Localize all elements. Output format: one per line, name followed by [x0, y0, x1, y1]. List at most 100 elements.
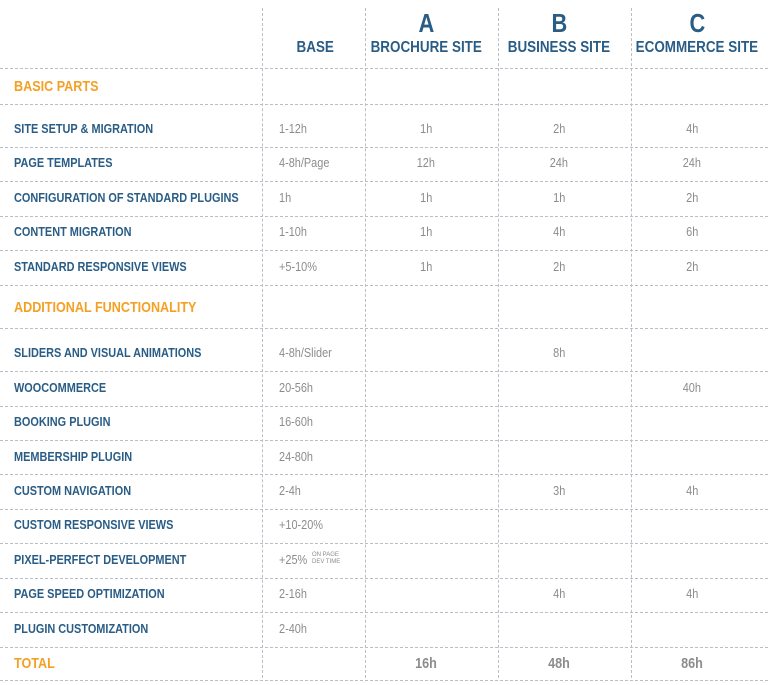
- row-base: 1-10h: [279, 224, 307, 239]
- row-value-b: 2h: [552, 121, 566, 136]
- row-value-b: 3h: [552, 483, 566, 498]
- row-value-b: 2h: [552, 259, 566, 274]
- row-divider: [0, 406, 768, 407]
- row-value-c: 4h: [685, 121, 699, 136]
- row-name: PAGE TEMPLATES: [14, 155, 113, 170]
- row-base: 2-4h: [279, 483, 301, 498]
- section-title-basic-parts: BASIC PARTS: [14, 78, 99, 95]
- header-column-c-letter: C: [689, 8, 705, 38]
- row-divider: [0, 680, 768, 681]
- row-value-c: 2h: [685, 259, 699, 274]
- row-divider: [0, 181, 768, 182]
- table-row: BOOKING PLUGIN 16-60h: [0, 410, 768, 434]
- row-name: MEMBERSHIP PLUGIN: [14, 449, 133, 464]
- row-value-a: 1h: [419, 190, 433, 205]
- row-value-c: 2h: [685, 190, 699, 205]
- column-divider-c: [631, 8, 632, 678]
- row-divider: [0, 250, 768, 251]
- row-name: STANDARD RESPONSIVE VIEWS: [14, 259, 187, 274]
- row-name: CONTENT MIGRATION: [14, 224, 132, 239]
- row-name: PAGE SPEED OPTIMIZATION: [14, 586, 165, 601]
- row-name: CUSTOM NAVIGATION: [14, 483, 132, 498]
- total-value-c: 86h: [681, 655, 703, 672]
- row-base: +10-20%: [279, 517, 324, 532]
- row-divider: [0, 104, 768, 105]
- row-value-b: 1h: [552, 190, 566, 205]
- header-column-b-letter: B: [551, 8, 567, 38]
- row-base: +5-10%: [279, 259, 317, 274]
- row-base: 20-56h: [279, 380, 314, 395]
- row-value-a: 1h: [419, 224, 433, 239]
- row-value-c: 24h: [682, 155, 702, 170]
- row-name: PIXEL-PERFECT DEVELOPMENT: [14, 552, 187, 567]
- table-row: STANDARD RESPONSIVE VIEWS +5-10% 1h 2h 2…: [0, 255, 768, 279]
- table-row: CUSTOM RESPONSIVE VIEWS +10-20%: [0, 513, 768, 537]
- row-divider: [0, 509, 768, 510]
- header-column-c: C ECOMMERCE SITE: [632, 8, 762, 60]
- row-name: SLIDERS AND VISUAL ANIMATIONS: [14, 345, 202, 360]
- base-note: ON PAGE DEV TIME: [312, 552, 340, 566]
- row-name: CUSTOM RESPONSIVE VIEWS: [14, 517, 174, 532]
- total-value-a: 16h: [415, 655, 437, 672]
- row-name: CONFIGURATION OF STANDARD PLUGINS: [14, 190, 239, 205]
- row-value-a: 1h: [419, 121, 433, 136]
- row-divider: [0, 328, 768, 329]
- row-divider: [0, 216, 768, 217]
- row-value-c: 6h: [685, 224, 699, 239]
- row-divider: [0, 68, 768, 69]
- row-divider: [0, 474, 768, 475]
- table-row: PLUGIN CUSTOMIZATION 2-40h: [0, 617, 768, 641]
- row-base: 4-8h/Slider: [279, 345, 332, 360]
- column-divider-a: [365, 8, 366, 678]
- total-value-b: 48h: [548, 655, 570, 672]
- table-row: SITE SETUP & MIGRATION 1-12h 1h 2h 4h: [0, 117, 768, 141]
- total-label: TOTAL: [14, 655, 55, 672]
- row-value-b: 24h: [549, 155, 569, 170]
- row-value-b: 4h: [552, 586, 566, 601]
- column-divider-base: [262, 8, 263, 678]
- row-base: 1-12h: [279, 121, 307, 136]
- row-divider: [0, 543, 768, 544]
- header-base-label: BASE: [296, 39, 334, 56]
- table-row: PIXEL-PERFECT DEVELOPMENT +25% ON PAGE D…: [0, 548, 768, 572]
- row-value-c: 4h: [685, 483, 699, 498]
- row-value-a: 1h: [419, 259, 433, 274]
- table-row: WOOCOMMERCE 20-56h 40h: [0, 376, 768, 400]
- base-note-line1: ON PAGE: [312, 552, 339, 558]
- row-base: 16-60h: [279, 414, 314, 429]
- table-row: CONTENT MIGRATION 1-10h 1h 4h 6h: [0, 220, 768, 244]
- table-row: MEMBERSHIP PLUGIN 24-80h: [0, 445, 768, 469]
- section-title-additional-functionality: ADDITIONAL FUNCTIONALITY: [14, 299, 197, 316]
- header-column-c-label: ECOMMERCE SITE: [635, 39, 759, 56]
- row-divider: [0, 612, 768, 613]
- row-divider: [0, 440, 768, 441]
- row-divider: [0, 285, 768, 286]
- row-base: 2-40h: [279, 621, 307, 636]
- row-base: 24-80h: [279, 449, 314, 464]
- row-name: PLUGIN CUSTOMIZATION: [14, 621, 149, 636]
- header-column-a-letter: A: [418, 8, 434, 38]
- base-note-line2: DEV TIME: [312, 559, 341, 565]
- row-divider: [0, 578, 768, 579]
- row-value-b: 8h: [552, 345, 566, 360]
- row-base: 4-8h/Page: [279, 155, 330, 170]
- row-divider: [0, 147, 768, 148]
- table-row: PAGE TEMPLATES 4-8h/Page 12h 24h 24h: [0, 151, 768, 175]
- table-row: SLIDERS AND VISUAL ANIMATIONS 4-8h/Slide…: [0, 341, 768, 365]
- table-row: CUSTOM NAVIGATION 2-4h 3h 4h: [0, 479, 768, 503]
- header-column-a: A BROCHURE SITE: [366, 8, 486, 60]
- row-name: SITE SETUP & MIGRATION: [14, 121, 154, 136]
- header-column-b: B BUSINESS SITE: [499, 8, 619, 60]
- row-value-a: 12h: [416, 155, 436, 170]
- row-base: 1h: [279, 190, 292, 205]
- row-value-b: 4h: [552, 224, 566, 239]
- row-name: WOOCOMMERCE: [14, 380, 107, 395]
- table-row: CONFIGURATION OF STANDARD PLUGINS 1h 1h …: [0, 186, 768, 210]
- table-row: PAGE SPEED OPTIMIZATION 2-16h 4h 4h: [0, 582, 768, 606]
- row-divider: [0, 647, 768, 648]
- header-base: BASE: [270, 8, 360, 60]
- header-column-b-label: BUSINESS SITE: [507, 39, 611, 56]
- header-column-a-label: BROCHURE SITE: [370, 39, 482, 56]
- column-divider-b: [498, 8, 499, 678]
- row-name: BOOKING PLUGIN: [14, 414, 111, 429]
